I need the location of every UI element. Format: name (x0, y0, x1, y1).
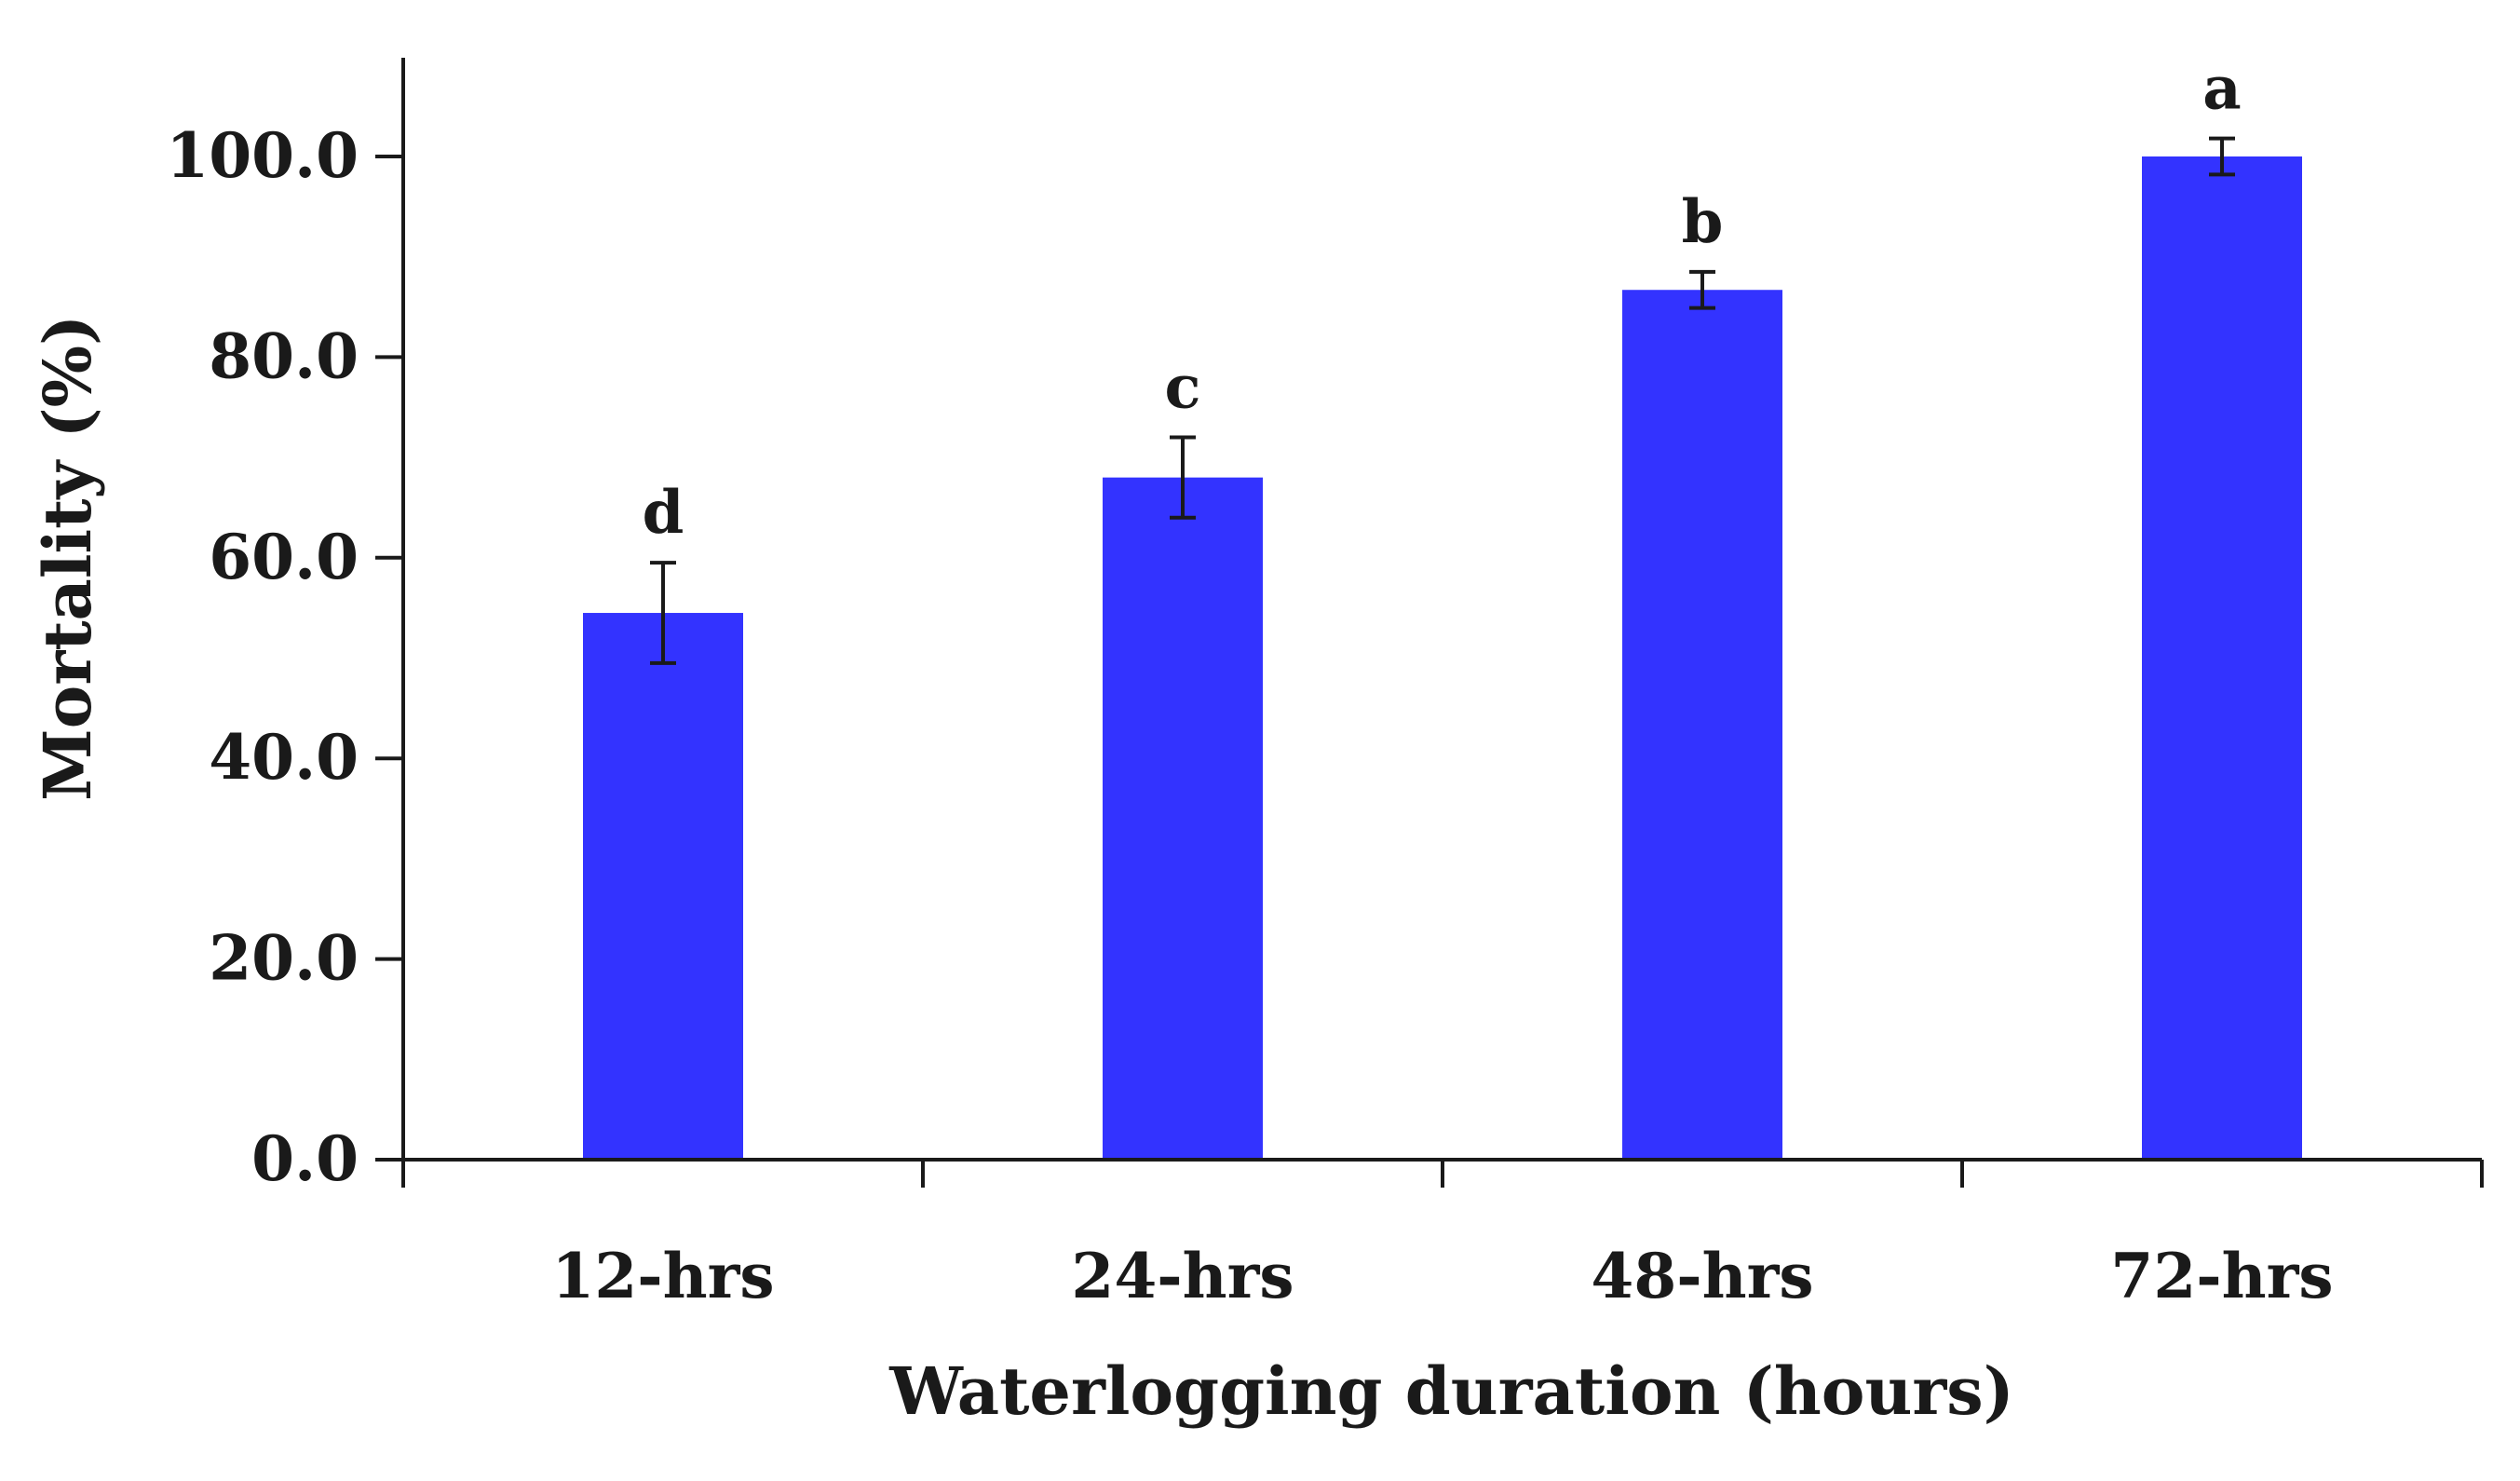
y-tick-label: 80.0 (209, 319, 359, 392)
x-tick-label: 48-hrs (1591, 1240, 1813, 1312)
error-bar-72-hrs (2209, 136, 2235, 177)
error-bar-24-hrs (1170, 435, 1196, 520)
x-tick-label: 12-hrs (551, 1240, 774, 1312)
significance-letter-72-hrs: a (2202, 54, 2241, 124)
labels-layer: d 12-hrs c 24-hrs b 48-hrs a 72-hrs 0.0 20.0 40.0 6… (166, 54, 2333, 1312)
y-axis-title: Mortality (%) (29, 315, 106, 801)
error-bar-48-hrs (1689, 269, 1715, 310)
bars-layer (583, 156, 2302, 1161)
error-bar-12-hrs (650, 561, 676, 665)
y-tick-label: 20.0 (209, 922, 359, 995)
bar-72-hrs (2142, 156, 2302, 1160)
significance-letter-12-hrs: d (643, 478, 684, 548)
y-tick-label: 100.0 (166, 119, 359, 192)
x-tick-label: 72-hrs (2110, 1240, 2333, 1312)
y-tick-label: 40.0 (209, 721, 359, 794)
significance-letter-24-hrs: c (1165, 353, 1201, 423)
y-tick-label: 0.0 (251, 1122, 359, 1195)
x-tick-label: 24-hrs (1071, 1240, 1294, 1312)
y-tick-label: 60.0 (209, 521, 359, 593)
bar-24-hrs (1103, 477, 1263, 1160)
x-axis-title: Waterlogging duration (hours) (888, 1352, 2014, 1430)
bar-12-hrs (583, 613, 743, 1160)
axes-layer (375, 58, 2484, 1188)
bar-48-hrs (1622, 290, 1782, 1161)
error-bars-layer (650, 136, 2235, 665)
significance-letter-48-hrs: b (1682, 187, 1724, 257)
